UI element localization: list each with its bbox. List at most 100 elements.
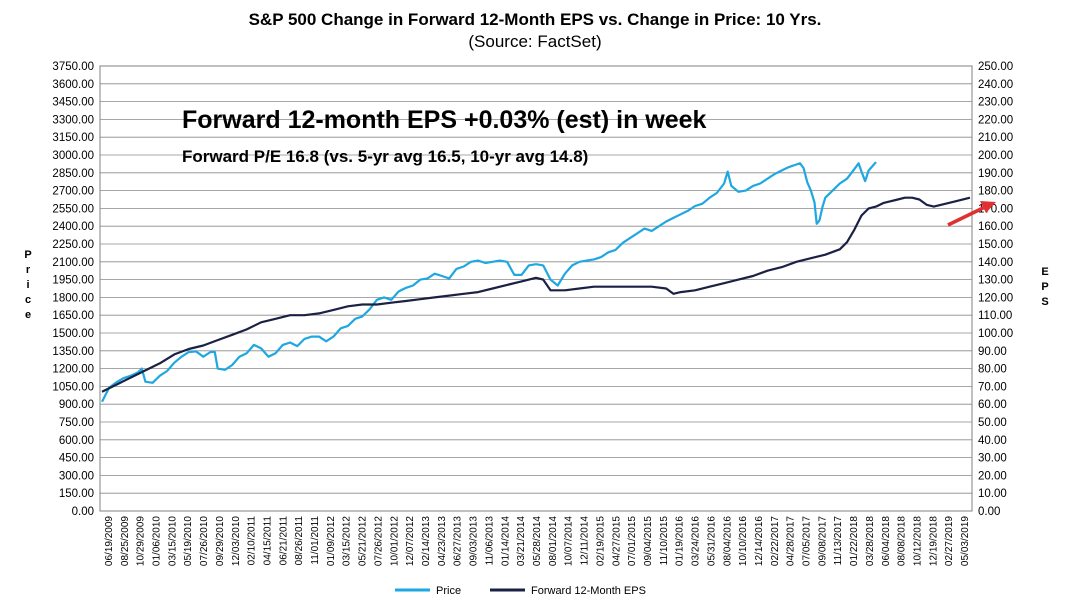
x-tick-label: 10/01/2012 [389, 516, 400, 566]
y-right-tick-label: 200.00 [978, 150, 1013, 162]
y-right-tick-label: 10.00 [978, 488, 1007, 500]
y-right-tick-label: 100.00 [978, 328, 1013, 340]
y-left-tick-label: 3450.00 [52, 97, 94, 109]
x-tick-label: 08/01/2014 [548, 516, 559, 566]
x-tick-label: 06/27/2013 [453, 516, 464, 566]
x-tick-label: 06/19/2009 [104, 516, 115, 566]
x-axis-ticks: 06/19/2009 08/25/2009 10/29/2009 01/06/2010… [104, 516, 971, 566]
x-tick-label: 04/23/2013 [437, 516, 448, 566]
y-right-tick-label: 20.00 [978, 470, 1007, 482]
y-left-tick-label: 2700.00 [52, 186, 94, 198]
x-tick-label: 08/25/2009 [120, 516, 131, 566]
y-left-tick-label: 600.00 [59, 435, 94, 447]
x-tick-label: 12/03/2010 [231, 516, 242, 566]
x-tick-label: 12/07/2012 [405, 516, 416, 566]
x-tick-label: 06/04/2018 [881, 516, 892, 566]
x-tick-label: 09/08/2017 [817, 516, 828, 566]
y-right-tick-label: 40.00 [978, 435, 1007, 447]
y-left-tick-label: 2100.00 [52, 257, 94, 269]
red-arrow-head [980, 201, 996, 213]
x-tick-label: 04/27/2015 [611, 516, 622, 566]
y-left-tick-label: 3750.00 [52, 61, 94, 73]
x-tick-label: 02/27/2019 [944, 516, 955, 566]
x-tick-label: 03/15/2010 [167, 516, 178, 566]
y-left-tick-label: 2850.00 [52, 168, 94, 180]
y-left-tick-label: 2550.00 [52, 203, 94, 215]
y-left-tick-label: 750.00 [59, 417, 94, 429]
x-tick-label: 02/10/2011 [247, 516, 258, 566]
x-tick-label: 06/21/2011 [278, 516, 289, 566]
y-right-tick-label: 240.00 [978, 79, 1013, 91]
x-tick-label: 03/15/2012 [342, 516, 353, 566]
series-group [101, 161, 971, 403]
x-tick-label: 07/01/2015 [627, 516, 638, 566]
x-tick-label: 08/08/2018 [897, 516, 908, 566]
x-tick-label: 12/19/2018 [928, 516, 939, 566]
y-right-tick-label: 0.00 [978, 506, 1000, 518]
y-left-tick-label: 450.00 [59, 453, 94, 465]
plot-area-border [99, 65, 973, 512]
x-tick-label: 09/29/2010 [215, 516, 226, 566]
x-tick-label: 09/04/2015 [643, 516, 654, 566]
series-line-forward-eps [101, 196, 971, 393]
y-right-tick-label: 80.00 [978, 364, 1007, 376]
legend-eps-label: Forward 12-Month EPS [531, 585, 646, 597]
x-tick-label: 05/19/2010 [183, 516, 194, 566]
x-tick-label: 10/29/2009 [136, 516, 147, 566]
y-right-tick-label: 180.00 [978, 186, 1013, 198]
x-tick-label: 03/24/2016 [691, 516, 702, 566]
y-left-tick-label: 1650.00 [52, 310, 94, 322]
x-tick-label: 08/26/2011 [294, 516, 305, 566]
x-tick-label: 03/28/2018 [865, 516, 876, 566]
x-tick-label: 03/21/2014 [516, 516, 527, 566]
x-tick-label: 01/09/2012 [326, 516, 337, 566]
x-tick-label: 02/19/2015 [595, 516, 606, 566]
y-right-tick-label: 50.00 [978, 417, 1007, 429]
y-right-tick-label: 120.00 [978, 292, 1013, 304]
y-axis-left-ticks: 0.00 150.00 300.00 450.00 600.00 750.00 900.00… [52, 61, 94, 518]
x-tick-label: 10/12/2018 [913, 516, 924, 566]
x-tick-label: 04/15/2011 [262, 516, 273, 566]
y-right-tick-label: 150.00 [978, 239, 1013, 251]
x-tick-label: 11/10/2015 [659, 516, 670, 566]
x-tick-label: 01/06/2010 [151, 516, 162, 566]
x-tick-label: 02/14/2013 [421, 516, 432, 566]
x-tick-label: 11/13/2017 [833, 516, 844, 566]
x-tick-label: 07/05/2017 [802, 516, 813, 566]
y-left-tick-label: 3300.00 [52, 114, 94, 126]
x-tick-label: 10/10/2016 [738, 516, 749, 566]
x-tick-label: 08/04/2016 [722, 516, 733, 566]
y-right-tick-label: 130.00 [978, 275, 1013, 287]
y-right-tick-label: 220.00 [978, 114, 1013, 126]
x-tick-label: 10/07/2014 [564, 516, 575, 566]
y-right-tick-label: 60.00 [978, 399, 1007, 411]
y-right-tick-label: 90.00 [978, 346, 1007, 358]
x-tick-label: 05/31/2016 [706, 516, 717, 566]
x-tick-label: 01/22/2018 [849, 516, 860, 566]
y-left-tick-label: 2250.00 [52, 239, 94, 251]
y-left-tick-label: 1950.00 [52, 275, 94, 287]
y-left-tick-label: 2400.00 [52, 221, 94, 233]
x-tick-label: 07/26/2010 [199, 516, 210, 566]
y-left-tick-label: 3000.00 [52, 150, 94, 162]
y-right-tick-label: 250.00 [978, 61, 1013, 73]
y-right-tick-label: 110.00 [978, 310, 1012, 322]
y-left-tick-label: 0.00 [72, 506, 94, 518]
annotation-eps-week: Forward 12-month EPS +0.03% (est) in wee… [182, 106, 707, 134]
y-axis-right-ticks: 0.00 10.00 20.00 30.00 40.00 50.00 60.00 70.00 8… [978, 61, 1013, 518]
y-left-tick-label: 1200.00 [52, 364, 94, 376]
x-tick-label: 11/01/2011 [310, 516, 321, 565]
y-left-tick-label: 1500.00 [52, 328, 94, 340]
x-tick-label: 05/21/2012 [358, 516, 369, 566]
gridlines [100, 83, 972, 494]
y-right-tick-label: 140.00 [978, 257, 1013, 269]
y-left-tick-label: 3150.00 [52, 132, 94, 144]
y-right-tick-label: 30.00 [978, 453, 1007, 465]
y-left-tick-label: 1800.00 [52, 292, 94, 304]
x-tick-label: 07/26/2012 [373, 516, 384, 566]
y-left-tick-label: 900.00 [59, 399, 94, 411]
red-arrow [947, 201, 996, 227]
